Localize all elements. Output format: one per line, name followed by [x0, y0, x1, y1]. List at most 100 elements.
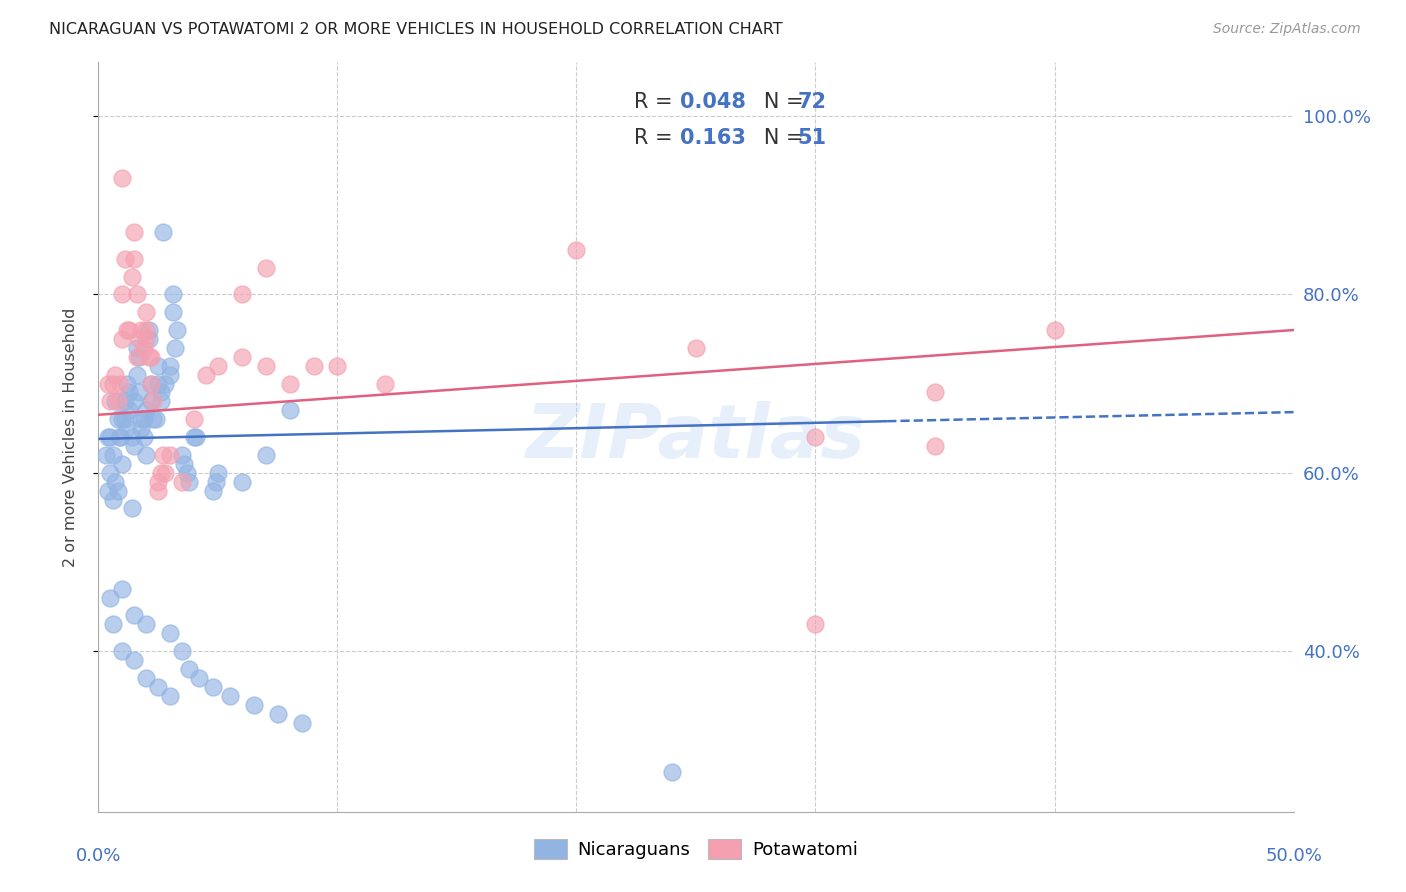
Point: [104, 368, 127, 382]
Point: [804, 430, 827, 444]
Point: [661, 764, 683, 779]
Point: [149, 394, 172, 409]
Point: [108, 430, 131, 444]
Point: [219, 689, 242, 703]
Point: [138, 350, 160, 364]
Point: [172, 448, 194, 462]
Point: [139, 376, 162, 391]
Point: [131, 412, 153, 426]
Point: [115, 421, 138, 435]
Point: [166, 323, 188, 337]
Point: [97, 376, 120, 391]
Point: [135, 305, 157, 319]
Point: [121, 430, 143, 444]
Point: [97, 483, 120, 498]
Y-axis label: 2 or more Vehicles in Household: 2 or more Vehicles in Household: [63, 308, 77, 566]
Point: [115, 323, 138, 337]
Point: [111, 412, 134, 426]
Point: [135, 448, 157, 462]
Point: [135, 403, 157, 417]
Point: [125, 350, 148, 364]
Point: [804, 617, 827, 632]
Point: [132, 341, 155, 355]
Point: [207, 466, 229, 480]
Point: [118, 403, 141, 417]
Point: [162, 287, 184, 301]
Point: [107, 412, 129, 426]
Point: [1043, 323, 1066, 337]
Point: [565, 243, 588, 257]
Text: N =: N =: [744, 128, 810, 148]
Point: [187, 671, 209, 685]
Point: [148, 475, 170, 489]
Point: [278, 376, 301, 391]
Text: Source: ZipAtlas.com: Source: ZipAtlas.com: [1213, 22, 1361, 37]
Point: [326, 359, 349, 373]
Point: [118, 385, 141, 400]
Point: [107, 394, 129, 409]
Point: [114, 252, 136, 266]
Point: [176, 466, 198, 480]
Point: [155, 376, 177, 391]
Point: [118, 323, 141, 337]
Point: [267, 706, 290, 721]
Point: [125, 287, 148, 301]
Point: [924, 439, 946, 453]
Point: [183, 412, 205, 426]
Point: [302, 359, 325, 373]
Point: [98, 591, 122, 605]
Point: [138, 332, 160, 346]
Point: [207, 359, 229, 373]
Point: [135, 323, 157, 337]
Point: [128, 385, 150, 400]
Text: 51: 51: [797, 128, 827, 148]
Point: [98, 394, 122, 409]
Point: [152, 225, 174, 239]
Point: [163, 341, 186, 355]
Text: 0.163: 0.163: [681, 128, 747, 148]
Point: [159, 368, 181, 382]
Point: [231, 350, 253, 364]
Point: [104, 475, 127, 489]
Point: [111, 582, 134, 596]
Point: [111, 332, 134, 346]
Point: [254, 260, 277, 275]
Point: [924, 385, 946, 400]
Point: [155, 466, 177, 480]
Point: [142, 394, 165, 409]
Text: 72: 72: [797, 93, 827, 112]
Point: [124, 653, 146, 667]
Point: [111, 457, 134, 471]
Point: [124, 394, 146, 409]
Point: [138, 323, 160, 337]
Point: [101, 492, 124, 507]
Text: NICARAGUAN VS POTAWATOMI 2 OR MORE VEHICLES IN HOUSEHOLD CORRELATION CHART: NICARAGUAN VS POTAWATOMI 2 OR MORE VEHIC…: [49, 22, 783, 37]
Point: [685, 341, 707, 355]
Point: [132, 412, 155, 426]
Text: N =: N =: [744, 93, 810, 112]
Point: [291, 715, 314, 730]
Point: [179, 662, 201, 676]
Point: [148, 680, 170, 694]
Point: [135, 671, 157, 685]
Point: [131, 323, 153, 337]
Text: R =: R =: [634, 128, 686, 148]
Point: [202, 680, 225, 694]
Point: [162, 305, 184, 319]
Point: [97, 430, 120, 444]
Point: [159, 448, 181, 462]
Point: [142, 412, 165, 426]
Text: 0.0%: 0.0%: [76, 847, 121, 864]
Point: [186, 430, 208, 444]
Point: [195, 368, 218, 382]
Point: [243, 698, 266, 712]
Point: [152, 448, 174, 462]
Point: [148, 376, 170, 391]
Point: [183, 430, 205, 444]
Point: [98, 430, 122, 444]
Point: [135, 617, 157, 632]
Point: [111, 644, 134, 658]
Point: [111, 171, 134, 186]
Point: [132, 430, 155, 444]
Point: [202, 483, 225, 498]
